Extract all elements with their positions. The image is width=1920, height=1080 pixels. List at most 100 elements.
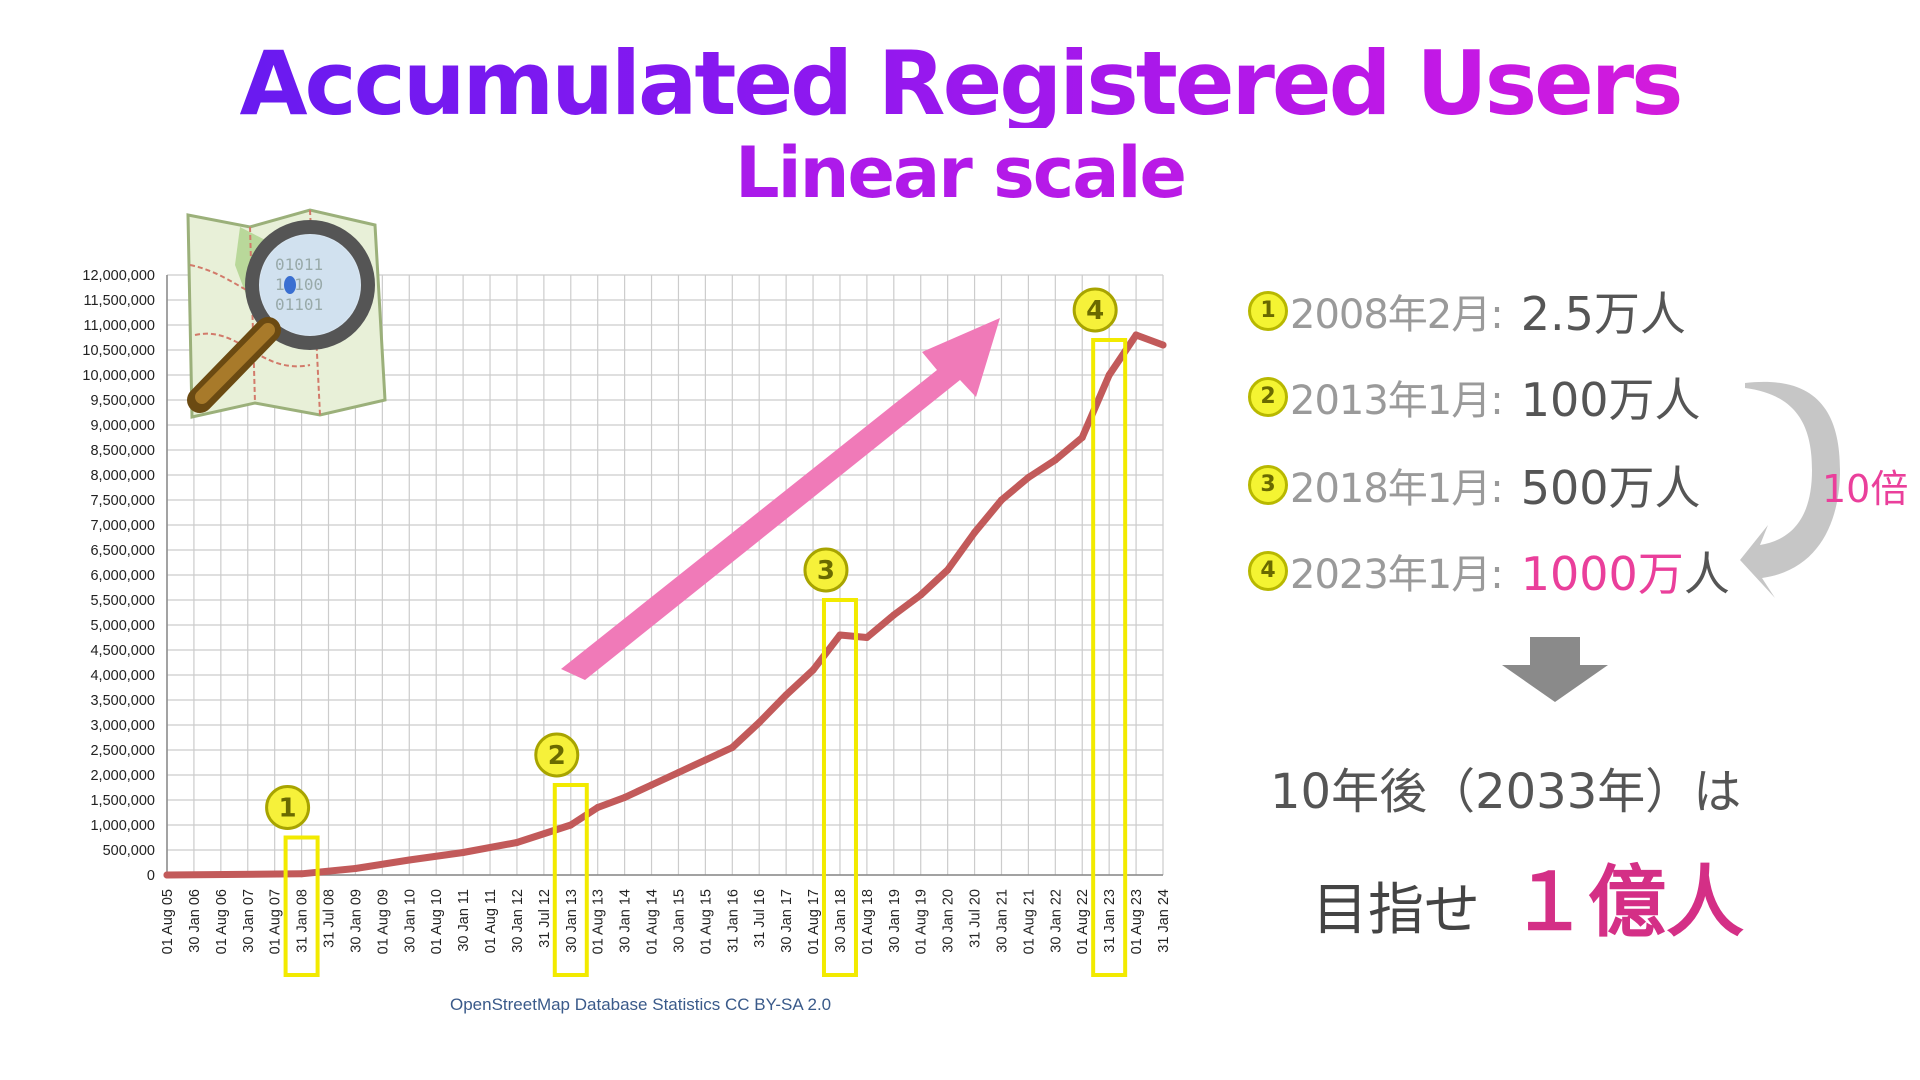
y-tick-label: 9,000,000: [90, 418, 155, 434]
milestone-date: 2023年1月:: [1290, 552, 1504, 598]
x-tick-label: 01 Aug 07: [268, 889, 284, 954]
x-tick-label: 01 Aug 17: [806, 889, 822, 954]
highlight-box: [821, 598, 858, 977]
users-data-point: [513, 839, 521, 846]
y-tick-label: 8,500,000: [90, 443, 155, 459]
y-tick-label: 1,500,000: [90, 793, 155, 809]
highlight-badge: [265, 785, 311, 830]
users-data-point: [1024, 474, 1032, 481]
users-data-point: [728, 744, 736, 751]
x-tick-label: 01 Aug 18: [860, 889, 876, 954]
y-tick-label: 4,000,000: [90, 668, 155, 684]
milestone-number: 4: [1248, 551, 1288, 591]
ten-times-curved-arrow: [1740, 381, 1840, 598]
milestone-4: 4 2023年1月: 1000万人: [1248, 538, 1730, 601]
users-data-point: [621, 794, 629, 801]
y-tick-label: 8,000,000: [90, 468, 155, 484]
users-data-point: [917, 591, 925, 599]
chart-series: [163, 331, 1167, 879]
milestone-date: 2008年2月:: [1290, 292, 1504, 338]
x-tick-label: 30 Jan 06: [187, 889, 203, 953]
users-data-point: [567, 821, 575, 829]
x-tick-label: 30 Jan 14: [618, 889, 634, 953]
x-tick-label: 30 Jan 10: [402, 889, 418, 953]
users-data-point: [459, 849, 467, 856]
users-data-point: [674, 769, 682, 776]
y-tick-label: 500,000: [103, 843, 155, 859]
x-tick-label: 30 Jan 11: [456, 889, 472, 952]
side-arrows: [1502, 381, 1840, 702]
highlight-badge: [534, 732, 580, 778]
y-tick-label: 3,500,000: [90, 693, 155, 709]
users-data-point: [594, 804, 602, 811]
highlight-badge-label: 3: [817, 556, 835, 586]
milestone-value: 500万人: [1520, 461, 1701, 515]
y-tick-label: 9,500,000: [90, 393, 155, 409]
y-tick-label: 6,000,000: [90, 568, 155, 584]
x-tick-label: 30 Jan 19: [887, 889, 903, 953]
x-tick-label: 31 Jan 23: [1102, 889, 1118, 953]
svg-text:01101: 01101: [275, 295, 323, 314]
milestone-3: 3 2018年1月: 500万人: [1248, 452, 1701, 515]
y-tick-label: 5,000,000: [90, 618, 155, 634]
milestone-value: 2.5万人: [1520, 287, 1686, 341]
x-tick-label: 30 Jan 07: [241, 889, 257, 953]
y-tick-label: 7,500,000: [90, 493, 155, 509]
x-tick-label: 01 Aug 15: [698, 889, 714, 954]
x-tick-label: 01 Aug 19: [914, 889, 930, 954]
chart-source: OpenStreetMap Database Statistics CC BY-…: [450, 995, 832, 1014]
users-data-point: [836, 631, 844, 639]
highlight-box: [552, 783, 589, 977]
x-tick-label: 30 Jan 17: [779, 889, 795, 953]
y-tick-label: 2,500,000: [90, 743, 155, 759]
y-tick-label: 10,500,000: [82, 343, 155, 359]
highlight-badge-label: 2: [548, 741, 566, 771]
x-tick-label: 01 Aug 23: [1129, 889, 1145, 954]
users-data-point: [890, 611, 898, 619]
users-data-point: [648, 781, 656, 789]
y-tick-label: 6,500,000: [90, 543, 155, 559]
users-data-point: [1132, 331, 1140, 339]
x-tick-label: 31 Jan 08: [295, 889, 311, 953]
x-tick-label: 01 Aug 11: [483, 889, 499, 953]
milestone-2: 2 2013年1月: 100万人: [1248, 364, 1701, 427]
page-subtitle: Linear scale: [0, 138, 1920, 208]
milestone-date: 2018年1月:: [1290, 466, 1504, 512]
milestone-number: 1: [1248, 291, 1288, 331]
x-tick-label: 31 Jul 08: [322, 889, 338, 948]
ten-times-label: 10倍: [1822, 467, 1909, 511]
x-tick-label: 30 Jan 22: [1048, 889, 1064, 953]
y-tick-label: 5,500,000: [90, 593, 155, 609]
chart-axes: 0 500,000 1,000,000 1,500,000 2,000,000 2,500…: [82, 268, 1172, 954]
users-data-point: [809, 666, 817, 674]
svg-text:01011: 01011: [275, 255, 323, 274]
users-data-point: [163, 871, 171, 879]
x-tick-label: 31 Jan 16: [725, 889, 741, 953]
milestone-value: 1000万人: [1521, 547, 1730, 601]
users-data-point: [944, 566, 952, 574]
users-data-point: [971, 529, 979, 536]
users-data-point: [755, 719, 763, 726]
highlight-box: [283, 835, 320, 977]
x-tick-label: 30 Jan 21: [994, 889, 1010, 953]
x-tick-label: 31 Jul 20: [968, 889, 984, 948]
goal-value: １億人: [1510, 858, 1745, 948]
highlight-badge-label: 4: [1086, 296, 1104, 326]
down-arrow-shape: [1502, 637, 1608, 702]
users-data-point: [1159, 341, 1167, 349]
milestone-number: 2: [1248, 377, 1288, 417]
x-tick-label: 30 Jan 12: [510, 889, 526, 953]
milestone-date: 2013年1月:: [1290, 378, 1504, 424]
users-data-point: [1051, 456, 1059, 464]
x-tick-label: 30 Jan 20: [941, 889, 957, 953]
y-tick-label: 11,500,000: [84, 293, 156, 309]
y-tick-label: 10,000,000: [82, 368, 155, 384]
chart-highlights: 1 2 3 4: [265, 287, 1128, 977]
svg-text:10100: 10100: [275, 275, 323, 294]
milestone-number: 3: [1248, 465, 1288, 505]
users-data-point: [298, 870, 306, 878]
users-data-point: [351, 865, 359, 872]
highlight-badge: [803, 547, 849, 593]
x-tick-label: 31 Jul 16: [752, 889, 768, 948]
milestone-value: 100万人: [1520, 373, 1701, 427]
